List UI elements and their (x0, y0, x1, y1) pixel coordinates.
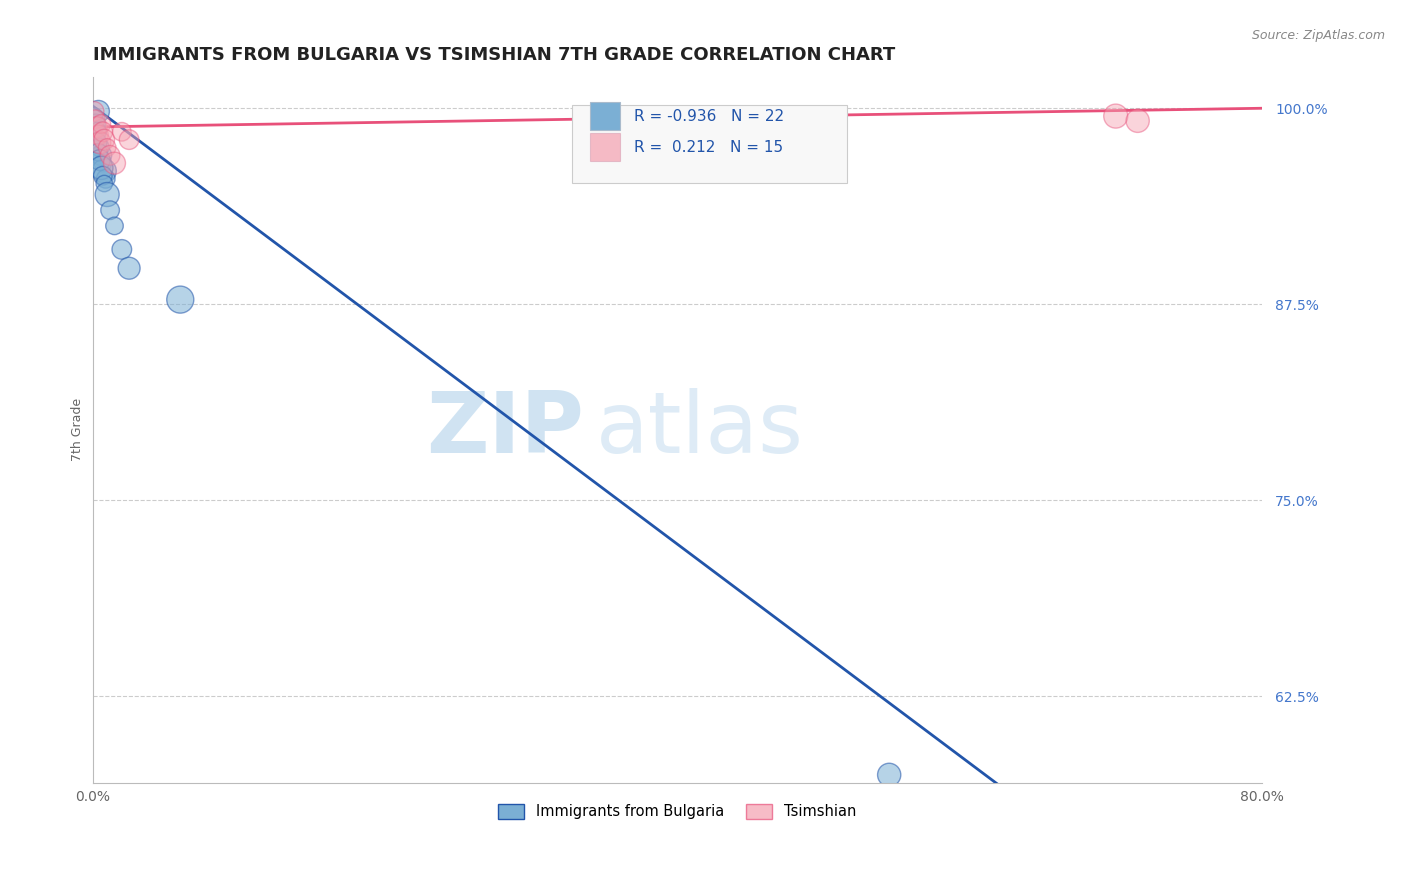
Point (91, 125, 114, 139)
Point (90, 117, 112, 131)
Point (91, 156, 114, 170)
Point (83, 104, 105, 119)
Point (98, 148, 121, 162)
Point (169, 293, 191, 307)
FancyBboxPatch shape (589, 133, 620, 161)
Point (103, 219, 125, 233)
Point (118, 261, 141, 276)
Point (93, 133, 115, 147)
Point (86, 120, 108, 134)
Point (87, 145, 110, 160)
Point (111, 125, 134, 139)
Point (94, 171, 117, 186)
Point (87, 128, 110, 142)
Point (86, 136, 108, 150)
Point (83, 109, 105, 123)
Point (1105, 109, 1128, 123)
Point (1126, 113, 1149, 128)
Point (93, 177, 115, 191)
Point (98, 203, 121, 218)
Text: R =  0.212   N = 15: R = 0.212 N = 15 (634, 140, 783, 154)
Point (96, 187, 118, 202)
Point (87, 104, 110, 119)
Point (96, 140, 118, 154)
Text: atlas: atlas (595, 388, 803, 471)
Text: Source: ZipAtlas.com: Source: ZipAtlas.com (1251, 29, 1385, 42)
Point (86, 125, 108, 139)
FancyBboxPatch shape (589, 103, 620, 130)
Point (84, 112, 107, 127)
Point (877, 768, 900, 782)
Point (103, 156, 125, 170)
Point (118, 133, 141, 147)
Text: IMMIGRANTS FROM BULGARIA VS TSIMSHIAN 7TH GRADE CORRELATION CHART: IMMIGRANTS FROM BULGARIA VS TSIMSHIAN 7T… (93, 46, 894, 64)
Text: R = -0.936   N = 22: R = -0.936 N = 22 (634, 109, 785, 124)
Point (89, 153, 111, 167)
Point (91, 169, 114, 183)
Text: ZIP: ZIP (426, 388, 583, 471)
Point (84, 117, 107, 131)
Y-axis label: 7th Grade: 7th Grade (72, 398, 84, 461)
Point (111, 243, 134, 257)
Legend: Immigrants from Bulgaria, Tsimshian: Immigrants from Bulgaria, Tsimshian (492, 797, 862, 825)
FancyBboxPatch shape (572, 105, 846, 183)
Point (89, 140, 111, 154)
Point (89, 136, 111, 150)
Point (90, 161, 112, 175)
Point (90, 148, 112, 162)
Point (93, 164, 115, 178)
